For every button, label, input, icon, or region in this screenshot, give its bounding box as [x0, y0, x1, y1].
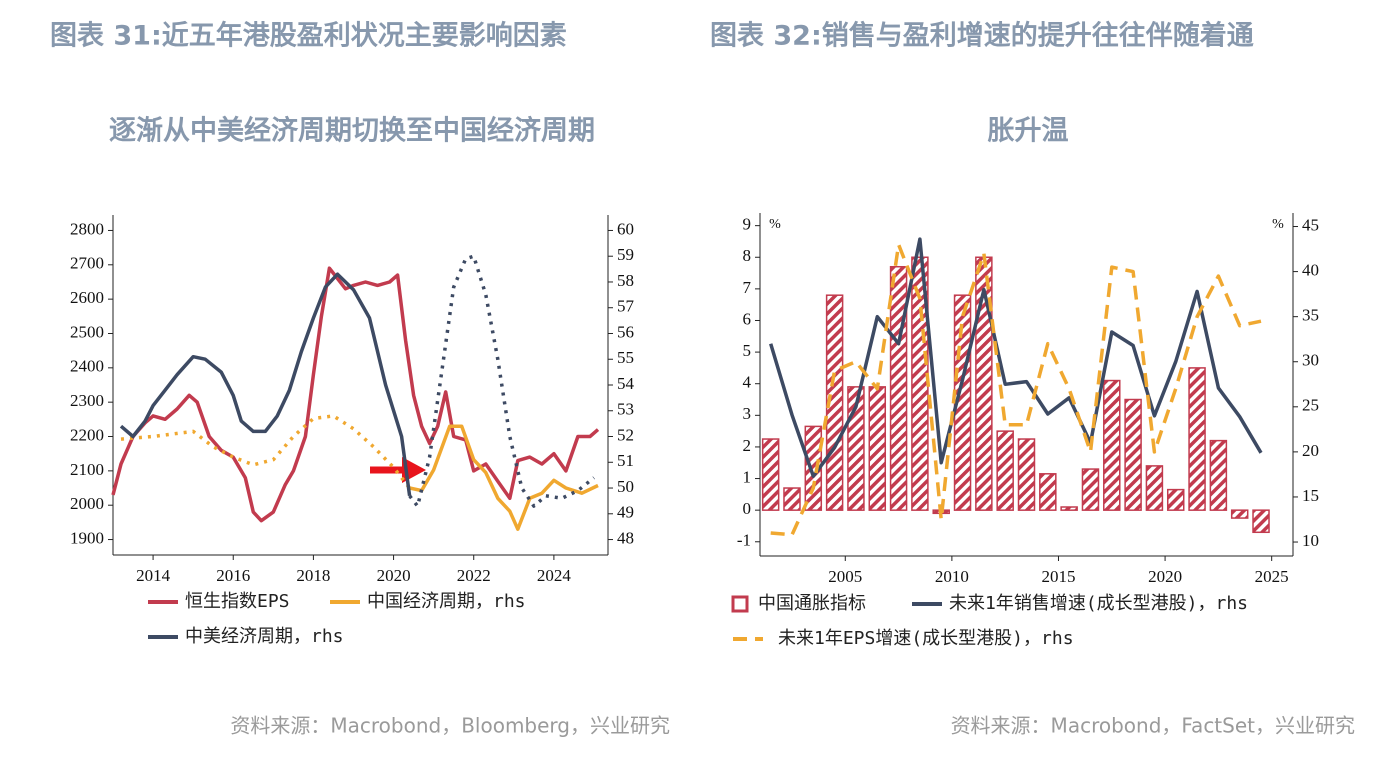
- line: [770, 242, 1262, 537]
- y-tick-label: 2800: [70, 219, 104, 238]
- bar: [868, 386, 887, 511]
- y-tick-label: 2700: [70, 254, 104, 273]
- chart-title: 逐渐从中美经济周期切换至中国经济周期: [109, 115, 595, 147]
- y-tick-label: 3: [743, 404, 752, 423]
- line: [120, 414, 411, 490]
- bar: [1017, 438, 1036, 511]
- chart-title: 胀升温: [988, 116, 1069, 147]
- y2-tick-label: 25: [1302, 396, 1319, 415]
- bar: [783, 487, 801, 511]
- chart-title: 图表 31:近五年港股盈利状况主要影响因素: [50, 20, 567, 52]
- bar: [1060, 506, 1078, 511]
- bar: [761, 438, 780, 511]
- y-tick-label: 2300: [70, 391, 104, 410]
- y-tick-label: 2000: [70, 494, 104, 513]
- y2-tick-label: 59: [617, 245, 634, 264]
- legend-label: 中国经济周期，rhs: [367, 591, 526, 612]
- y2-tick-label: 54: [617, 374, 635, 393]
- y-tick-label: 4: [743, 373, 752, 392]
- y2-tick-label: 51: [617, 451, 634, 470]
- y2-tick-label: 20: [1302, 441, 1319, 460]
- y2-tick-label: 10: [1302, 531, 1319, 550]
- y2-tick-label: 45: [1302, 215, 1319, 234]
- y2-tick-label: 50: [617, 477, 634, 496]
- legend-label: 恒生指数EPS: [185, 591, 290, 612]
- line: [119, 272, 412, 497]
- bar: [1039, 473, 1057, 511]
- y-tick-label: 8: [743, 246, 752, 265]
- y2-tick-label: 30: [1302, 351, 1319, 370]
- y-tick-label: 5: [743, 341, 752, 360]
- y2-tick-label: 60: [617, 219, 634, 238]
- y-tick-label: 2200: [70, 425, 104, 444]
- line: [409, 424, 599, 531]
- y-tick-label: -1: [737, 531, 751, 550]
- y2-tick-label: 53: [617, 400, 634, 419]
- y-tick-label: 9: [743, 215, 752, 234]
- legend-label: 中美经济周期，rhs: [185, 626, 344, 647]
- arrow: [370, 457, 426, 483]
- y2-tick-label: 48: [617, 528, 634, 547]
- y2-tick-label: 58: [617, 271, 634, 290]
- bar: [1124, 398, 1142, 511]
- y-tick-label: 0: [743, 499, 752, 518]
- x-tick-label: 2010: [935, 567, 969, 586]
- y2-tick-label: 49: [617, 503, 634, 522]
- source: 资料来源：Macrobond，FactSet，兴业研究: [951, 714, 1355, 738]
- y-tick-label: 2500: [70, 322, 104, 341]
- y2-unit: %: [1272, 217, 1284, 232]
- y-tick-label: 2100: [70, 460, 104, 479]
- line: [111, 266, 600, 523]
- y2-tick-label: 35: [1302, 306, 1319, 325]
- bar: [1252, 509, 1270, 534]
- y2-tick-label: 52: [617, 425, 634, 444]
- x-tick-label: 2018: [296, 566, 330, 585]
- x-tick-label: 2025: [1255, 567, 1289, 586]
- y-tick-label: 2400: [70, 357, 104, 376]
- bar: [1230, 509, 1249, 519]
- x-tick-label: 2014: [136, 566, 171, 585]
- bar: [996, 430, 1014, 511]
- y2-tick-label: 57: [617, 297, 635, 316]
- y-unit: %: [769, 217, 781, 232]
- legend-swatch: [731, 595, 749, 613]
- legend-label: 未来1年销售增速(成长型港股)，rhs: [949, 593, 1248, 614]
- line: [769, 237, 1263, 478]
- bar: [1081, 468, 1100, 511]
- chart-title: 图表 32:销售与盈利增速的提升往往伴随着通: [710, 20, 1254, 52]
- x-tick-label: 2022: [457, 566, 491, 585]
- legend-label: 中国通胀指标: [758, 593, 866, 614]
- legend-label: 未来1年EPS增速(成长型港股)，rhs: [778, 628, 1074, 649]
- bar: [1188, 367, 1206, 511]
- source: 资料来源：Macrobond，Bloomberg，兴业研究: [230, 714, 670, 738]
- bar: [1145, 465, 1164, 511]
- bar: [1166, 488, 1185, 511]
- y-tick-label: 7: [743, 278, 752, 297]
- x-tick-label: 2024: [537, 566, 572, 585]
- y2-tick-label: 15: [1302, 486, 1319, 505]
- y-tick-label: 1900: [70, 528, 104, 547]
- bar: [889, 265, 908, 511]
- y-tick-label: 2600: [70, 288, 104, 307]
- x-tick-label: 2015: [1041, 567, 1075, 586]
- y-tick-label: 1: [743, 467, 752, 486]
- x-tick-label: 2016: [216, 566, 250, 585]
- x-tick-label: 2005: [828, 567, 862, 586]
- bar: [825, 294, 844, 511]
- y2-tick-label: 40: [1302, 261, 1319, 280]
- y-tick-label: 2: [743, 436, 752, 455]
- y2-tick-label: 55: [617, 348, 634, 367]
- x-tick-label: 2020: [1148, 567, 1182, 586]
- bar: [1209, 439, 1228, 511]
- bar: [1103, 379, 1121, 511]
- x-tick-label: 2020: [377, 566, 411, 585]
- y-tick-label: 6: [743, 309, 752, 328]
- y2-tick-label: 56: [617, 322, 634, 341]
